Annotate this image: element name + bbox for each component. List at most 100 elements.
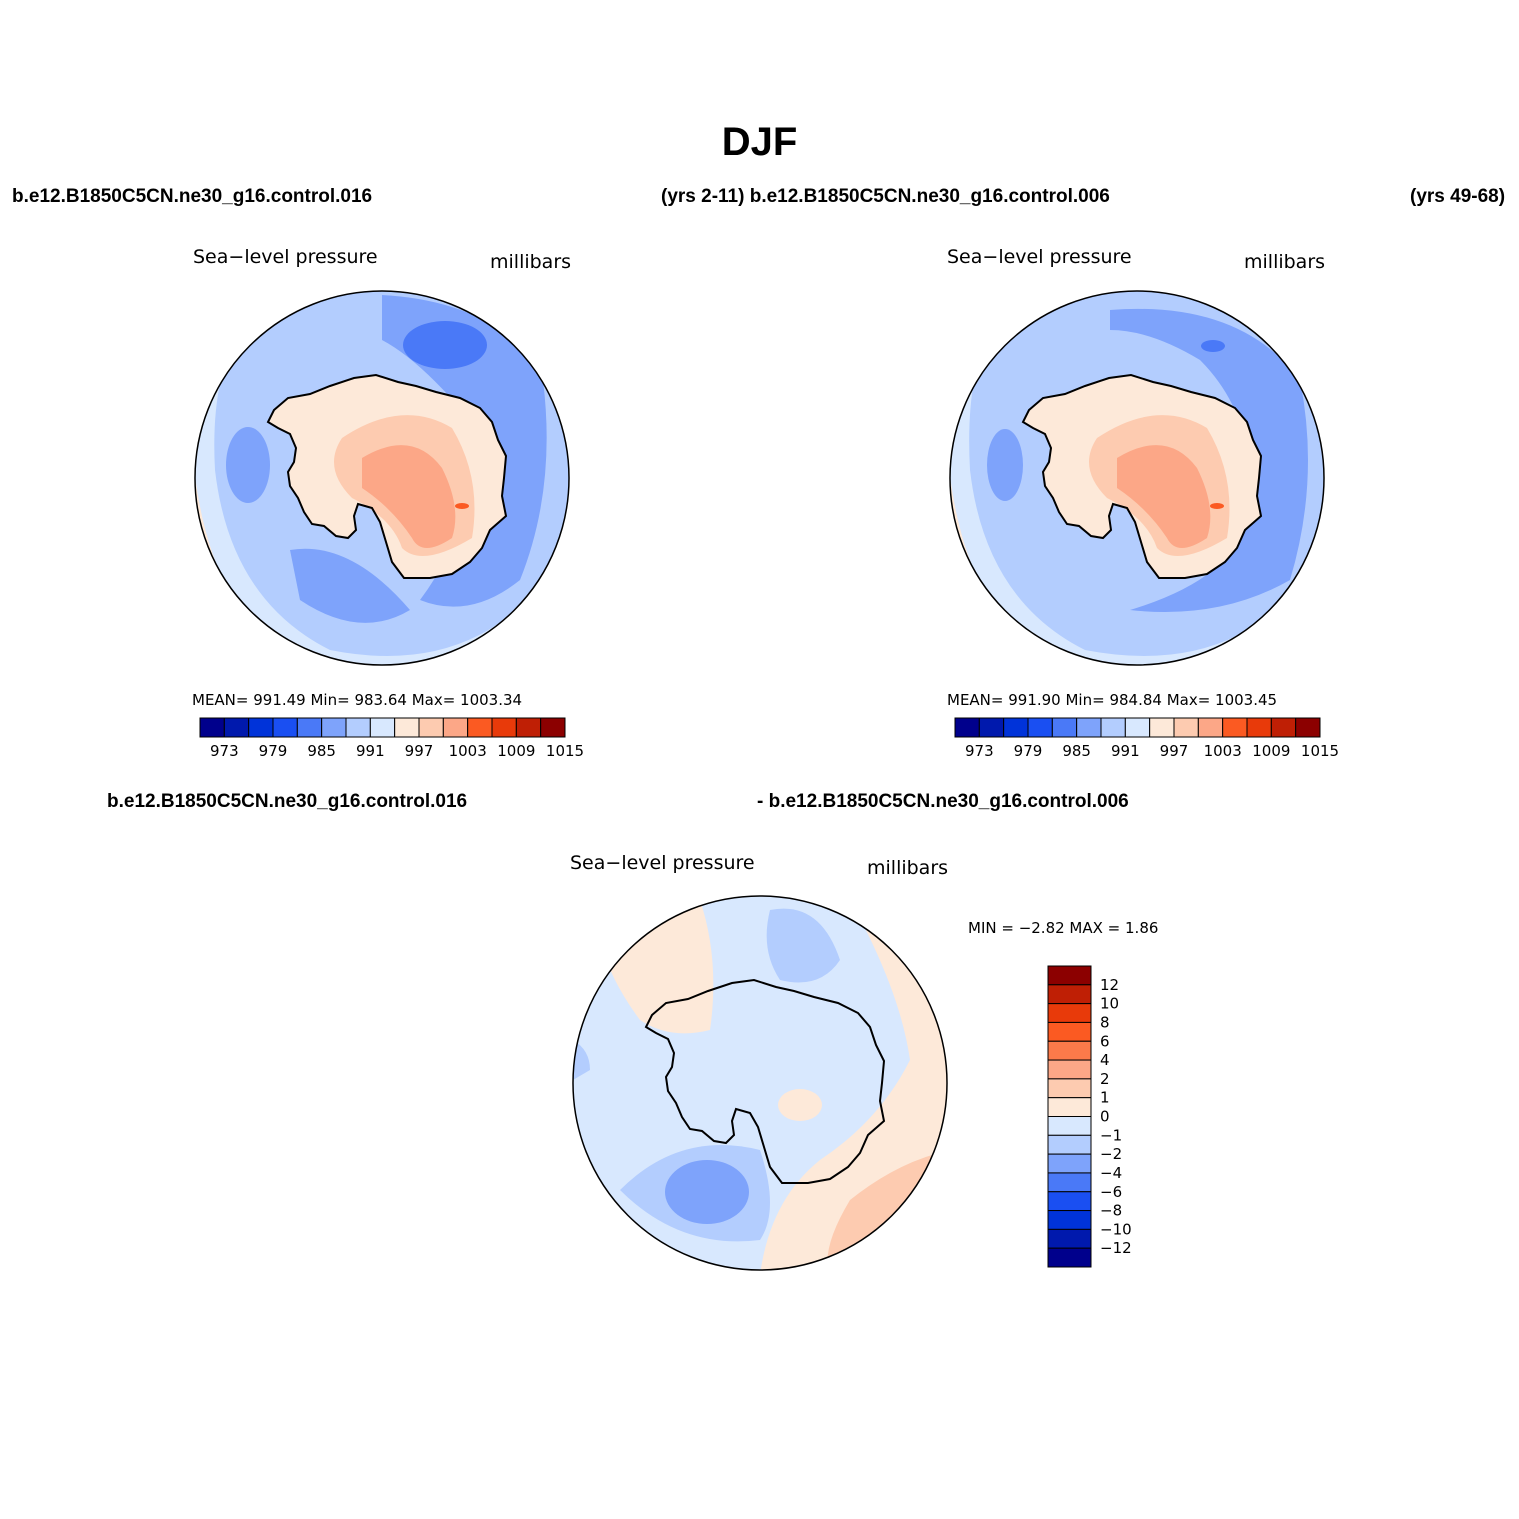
colorbar-swatch bbox=[1173, 717, 1199, 738]
colorbar-tick-label: 991 bbox=[356, 742, 385, 760]
colorbar-swatch bbox=[1246, 717, 1272, 738]
panel1-stats: MEAN= 991.49 Min= 983.64 Max= 1003.34 bbox=[192, 691, 523, 709]
colorbar-tick-label: 973 bbox=[210, 742, 239, 760]
case-a-label: b.e12.B1850C5CN.ne30_g16.control.016 bbox=[12, 186, 373, 207]
panel1-map bbox=[195, 291, 569, 665]
colorbar-swatch bbox=[321, 717, 347, 738]
colorbar-swatch bbox=[1047, 1228, 1092, 1249]
colorbar-tick-label: 2 bbox=[1100, 1070, 1110, 1088]
colorbar-tick-label: 1009 bbox=[1252, 742, 1290, 760]
diff-case-b-label: - b.e12.B1850C5CN.ne30_g16.control.006 bbox=[757, 791, 1129, 812]
colorbar-tick-label: 1003 bbox=[449, 742, 487, 760]
panel2-map bbox=[950, 291, 1324, 665]
diff-case-a-label: b.e12.B1850C5CN.ne30_g16.control.016 bbox=[107, 791, 468, 812]
colorbar-tick-label: −1 bbox=[1100, 1126, 1122, 1144]
colorbar-swatch bbox=[1197, 717, 1224, 738]
colorbar-tick-label: 1009 bbox=[497, 742, 535, 760]
colorbar-swatch bbox=[1047, 1097, 1092, 1117]
colorbar-swatch bbox=[248, 717, 274, 738]
colorbar-tick-label: 973 bbox=[965, 742, 994, 760]
colorbar-swatch bbox=[272, 717, 298, 738]
colorbar-swatch bbox=[1124, 717, 1151, 738]
colorbar-tick-label: 8 bbox=[1100, 1013, 1110, 1031]
colorbar-tick-label: −12 bbox=[1100, 1239, 1132, 1257]
colorbar-swatch bbox=[491, 717, 517, 738]
colorbar-tick-label: 985 bbox=[1062, 742, 1091, 760]
colorbar-tick-label: 997 bbox=[405, 742, 434, 760]
colorbar-tick-label: 979 bbox=[1014, 742, 1043, 760]
colorbar-swatch bbox=[540, 717, 566, 738]
panel3-units: millibars bbox=[867, 857, 949, 879]
colorbar-swatch bbox=[418, 717, 444, 738]
colorbar-tick-label: 12 bbox=[1100, 976, 1119, 994]
colorbar-swatch bbox=[1047, 1210, 1092, 1230]
colorbar-swatch bbox=[1076, 717, 1102, 738]
colorbar-tick-label: 991 bbox=[1111, 742, 1140, 760]
panel2-border bbox=[949, 290, 1325, 666]
panel2-units: millibars bbox=[1244, 251, 1326, 273]
colorbar-swatch bbox=[1295, 717, 1321, 738]
colorbar-swatch bbox=[199, 717, 225, 738]
colorbar-swatch bbox=[296, 717, 323, 738]
colorbar-panel1: 973 979 985 991 997 1003 1009 1015 bbox=[199, 717, 584, 760]
colorbar-swatch bbox=[1047, 984, 1092, 1005]
colorbar-tick-label: 1 bbox=[1100, 1089, 1110, 1107]
colorbar-swatch bbox=[1047, 1078, 1092, 1099]
panel3-border bbox=[572, 895, 948, 1271]
colorbar-swatch bbox=[1149, 717, 1175, 738]
plot-title: DJF bbox=[721, 120, 798, 164]
colorbar-swatch bbox=[978, 717, 1005, 738]
colorbar-swatch bbox=[1047, 1003, 1092, 1023]
panel3-minmax: MIN = −2.82 MAX = 1.86 bbox=[968, 919, 1159, 937]
colorbar-swatch bbox=[1047, 1116, 1092, 1136]
colorbar-swatch bbox=[1047, 1040, 1092, 1061]
colorbar-swatch bbox=[1047, 1153, 1092, 1174]
colorbar-panel2: 973 979 985 991 997 1003 1009 1015 bbox=[954, 717, 1339, 760]
colorbar-tick-label: 997 bbox=[1160, 742, 1189, 760]
colorbar-swatch bbox=[1047, 1247, 1092, 1268]
colorbar-swatch bbox=[442, 717, 469, 738]
colorbar-tick-label: 1015 bbox=[1301, 742, 1339, 760]
colorbar-swatch bbox=[1222, 717, 1248, 738]
colorbar-swatch bbox=[369, 717, 396, 738]
colorbar-swatch bbox=[1047, 1191, 1092, 1212]
colorbar-swatch bbox=[345, 717, 371, 738]
colorbar-tick-label: 1015 bbox=[546, 742, 584, 760]
colorbar-swatch bbox=[1027, 717, 1053, 738]
panel1-units: millibars bbox=[490, 251, 572, 273]
colorbar-tick-label: 0 bbox=[1100, 1108, 1110, 1126]
colorbar-swatch bbox=[1047, 1021, 1092, 1042]
colorbar-swatch bbox=[1047, 1172, 1092, 1193]
panel1-border bbox=[194, 290, 570, 666]
panel3-variable: Sea−level pressure bbox=[570, 852, 755, 874]
colorbar-tick-label: 1003 bbox=[1204, 742, 1242, 760]
colorbar-tick-label: 979 bbox=[259, 742, 288, 760]
colorbar-tick-label: 985 bbox=[307, 742, 336, 760]
panel2-variable: Sea−level pressure bbox=[947, 246, 1132, 268]
colorbar-swatch bbox=[467, 717, 493, 738]
colorbar-swatch bbox=[394, 717, 420, 738]
colorbar-tick-label: −8 bbox=[1100, 1202, 1122, 1220]
panel3-map bbox=[573, 896, 947, 1270]
colorbar-swatch bbox=[1051, 717, 1078, 738]
colorbar-tick-label: −4 bbox=[1100, 1164, 1122, 1182]
colorbar-swatch bbox=[954, 717, 980, 738]
years-b-label: (yrs 49-68) bbox=[1410, 186, 1506, 207]
colorbar-swatch bbox=[1047, 1134, 1092, 1155]
colorbar-swatch bbox=[1047, 965, 1092, 986]
colorbar-swatch bbox=[1270, 717, 1297, 738]
panel2-stats: MEAN= 991.90 Min= 984.84 Max= 1003.45 bbox=[947, 691, 1278, 709]
panel1-variable: Sea−level pressure bbox=[193, 246, 378, 268]
colorbar-tick-label: −6 bbox=[1100, 1183, 1122, 1201]
colorbar-tick-label: 10 bbox=[1100, 995, 1119, 1013]
colorbar-tick-label: −2 bbox=[1100, 1145, 1122, 1163]
colorbar-swatch bbox=[515, 717, 542, 738]
colorbar-swatch bbox=[223, 717, 250, 738]
colorbar-swatch bbox=[1100, 717, 1126, 738]
case-b-label: (yrs 2-11) b.e12.B1850C5CN.ne30_g16.cont… bbox=[661, 186, 1110, 207]
colorbar-swatch bbox=[1047, 1059, 1092, 1080]
colorbar-tick-label: −10 bbox=[1100, 1220, 1132, 1238]
colorbar-tick-label: 4 bbox=[1100, 1051, 1110, 1069]
